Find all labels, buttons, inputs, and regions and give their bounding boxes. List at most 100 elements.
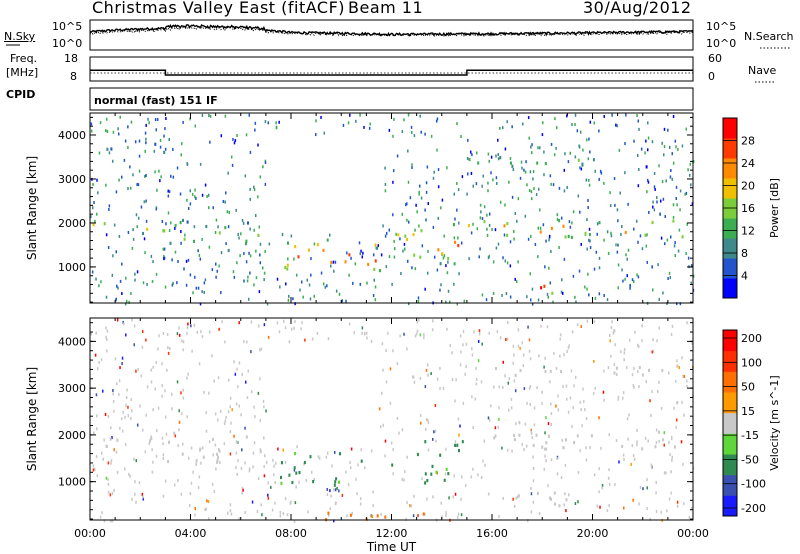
power-panel-speckle xyxy=(187,258,190,262)
velocity-panel-speckle xyxy=(134,492,136,496)
velocity-colorbar-segment xyxy=(723,433,737,455)
power-panel-speckle xyxy=(403,242,406,246)
velocity-panel-speckle xyxy=(673,406,675,410)
power-panel-speckle xyxy=(146,282,148,286)
power-panel-speckle xyxy=(426,165,429,169)
velocity-panel-speckle xyxy=(498,417,500,421)
velocity-panel-echo-4 xyxy=(576,434,579,438)
velocity-panel-speckle xyxy=(478,329,481,333)
velocity-panel-speckle xyxy=(161,362,163,366)
power-panel-speckle xyxy=(285,282,287,286)
velocity-panel-speckle xyxy=(161,436,164,440)
power-panel-speckle xyxy=(136,225,139,229)
velocity-panel-speckle xyxy=(96,414,98,418)
velocity-panel-speckle xyxy=(426,418,429,422)
velocity-panel-speckle xyxy=(189,492,192,496)
power-panel-speckle xyxy=(481,293,484,297)
velocity-panel-echo-1 xyxy=(259,450,262,454)
power-panel-speckle xyxy=(195,286,198,290)
velocity-panel-speckle xyxy=(487,416,490,420)
velocity-panel-speckle xyxy=(556,457,558,461)
power-panel-speckle xyxy=(172,175,175,179)
power-panel-speckle xyxy=(163,247,166,251)
velocity-panel-speckle xyxy=(567,346,570,350)
velocity-panel-speckle xyxy=(105,476,108,480)
velocity-panel-speckle xyxy=(248,467,251,471)
power-panel-echo-2 xyxy=(245,239,248,243)
power-panel-speckle xyxy=(671,152,673,156)
velocity-panel-speckle xyxy=(241,491,243,495)
power-panel-speckle xyxy=(207,193,210,197)
power-panel-speckle xyxy=(293,257,295,261)
power-panel-speckle xyxy=(425,181,428,185)
velocity-panel-echo-3 xyxy=(461,440,464,444)
power-panel-speckle xyxy=(414,267,417,271)
velocity-panel-speckle xyxy=(449,343,452,347)
power-panel-speckle xyxy=(659,212,661,216)
power-panel-speckle xyxy=(354,262,357,266)
velocity-panel-speckle xyxy=(670,470,672,474)
power-panel-speckle xyxy=(153,149,156,153)
power-panel-speckle xyxy=(388,255,391,259)
velocity-panel-speckle xyxy=(181,412,183,416)
velocity-panel-speckle xyxy=(660,406,663,410)
power-panel-speckle xyxy=(646,178,649,182)
power-panel-speckle xyxy=(637,275,640,279)
velocity-panel-speckle xyxy=(621,396,624,400)
power-panel-speckle xyxy=(127,125,129,129)
velocity-panel-speckle xyxy=(658,326,661,330)
power-panel-speckle xyxy=(232,137,234,141)
velocity-panel-speckle xyxy=(627,437,629,441)
power-panel-speckle xyxy=(579,210,581,214)
velocity-panel-speckle xyxy=(425,368,428,372)
power-panel-echo-5 xyxy=(483,220,486,224)
velocity-panel-speckle xyxy=(229,503,232,507)
velocity-panel-speckle xyxy=(419,377,422,381)
velocity-panel-speckle xyxy=(549,380,551,384)
velocity-panel-speckle xyxy=(96,474,99,478)
velocity-panel-speckle xyxy=(213,379,216,383)
velocity-panel-speckle xyxy=(94,353,97,357)
velocity-panel-speckle xyxy=(182,396,185,400)
velocity-panel-ytick-label: 4000 xyxy=(58,335,86,348)
power-panel-speckle xyxy=(208,206,210,210)
power-panel-speckle xyxy=(588,238,590,242)
power-panel-speckle xyxy=(98,284,100,288)
power-panel-echo-0 xyxy=(103,222,106,226)
power-panel-speckle xyxy=(113,223,116,227)
power-panel-speckle xyxy=(377,244,380,248)
power-panel-speckle xyxy=(672,114,675,118)
velocity-panel-speckle xyxy=(357,463,359,467)
power-panel-speckle xyxy=(446,166,448,170)
velocity-panel-echo-3 xyxy=(456,443,459,447)
velocity-panel-speckle xyxy=(131,409,133,413)
velocity-panel-speckle xyxy=(563,352,565,356)
velocity-panel-speckle xyxy=(316,331,319,335)
power-panel-speckle xyxy=(376,246,378,250)
velocity-panel-speckle xyxy=(294,501,297,505)
velocity-panel-speckle xyxy=(399,334,401,338)
velocity-panel-speckle xyxy=(96,367,99,371)
velocity-panel-speckle xyxy=(229,429,232,433)
velocity-panel-speckle xyxy=(200,461,202,465)
velocity-panel-speckle xyxy=(416,320,419,324)
power-panel-speckle xyxy=(486,213,488,217)
velocity-panel-speckle xyxy=(432,495,434,499)
power-panel-speckle xyxy=(226,210,229,214)
power-panel-speckle xyxy=(436,117,439,121)
power-panel-speckle xyxy=(204,183,207,187)
power-panel-speckle xyxy=(145,123,147,127)
power-panel-speckle xyxy=(281,233,284,237)
velocity-panel-speckle xyxy=(622,391,625,395)
power-panel-speckle xyxy=(678,228,681,232)
power-panel-speckle xyxy=(187,207,190,211)
power-panel-speckle xyxy=(96,212,98,216)
power-colorbar-segment xyxy=(723,258,737,279)
power-panel-speckle xyxy=(472,222,474,226)
power-panel-speckle xyxy=(306,278,308,282)
power-panel-echo-3 xyxy=(287,241,289,245)
power-panel-speckle xyxy=(456,208,458,212)
velocity-panel-speckle xyxy=(194,513,196,517)
power-panel-speckle xyxy=(98,151,101,155)
